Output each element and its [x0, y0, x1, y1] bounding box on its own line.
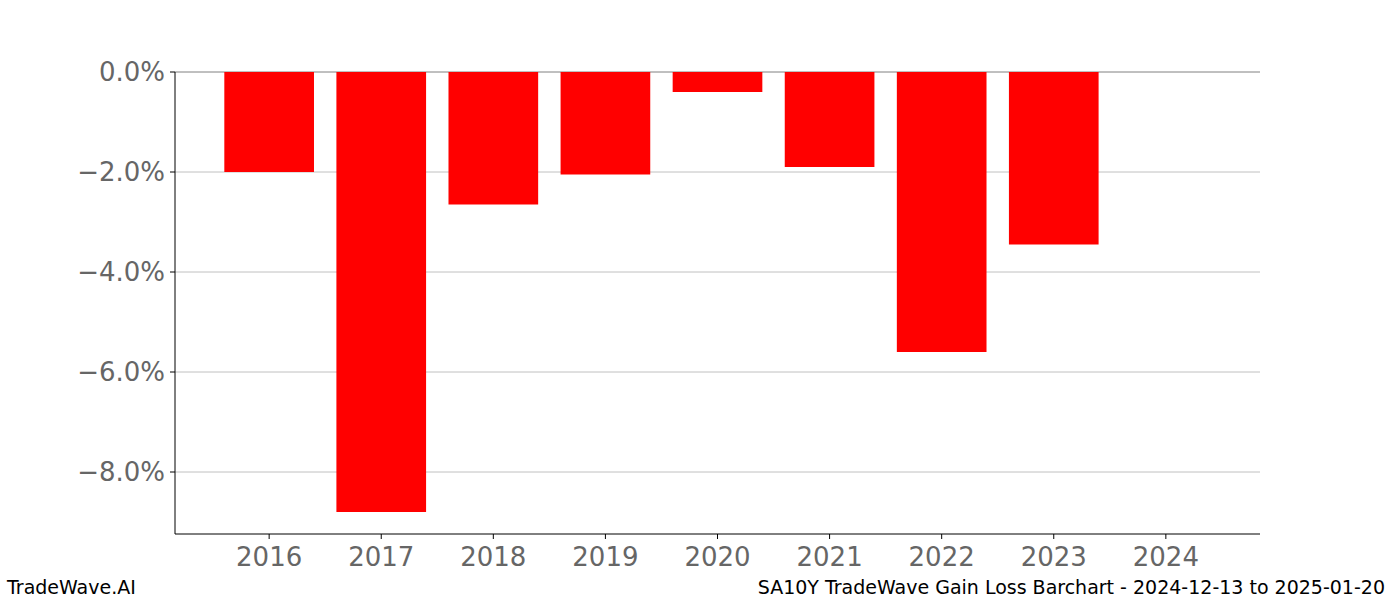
x-tick: [605, 534, 606, 539]
bar: [897, 72, 987, 352]
x-tick-label: 2024: [1133, 542, 1199, 572]
x-tick: [1053, 534, 1054, 539]
y-axis: [175, 72, 176, 534]
x-tick: [269, 534, 270, 539]
bars: [224, 72, 1098, 512]
x-tick-label: 2019: [572, 542, 638, 572]
y-tick-label: −4.0%: [77, 257, 165, 287]
x-tick: [493, 534, 494, 539]
x-tick: [717, 534, 718, 539]
y-tick: [170, 472, 175, 473]
x-tick-label: 2021: [797, 542, 863, 572]
bar: [673, 72, 763, 92]
x-tick-label: 2016: [236, 542, 302, 572]
x-tick: [381, 534, 382, 539]
bar: [1009, 72, 1099, 245]
bar: [561, 72, 651, 175]
title: SA10Y TradeWave Gain Loss Barchart - 202…: [758, 576, 1385, 598]
y-tick-label: −8.0%: [77, 457, 165, 487]
x-tick-label: 2023: [1021, 542, 1087, 572]
bar: [448, 72, 538, 205]
x-tick-label: 2018: [460, 542, 526, 572]
bar: [336, 72, 426, 512]
x-tick: [941, 534, 942, 539]
y-tick: [170, 272, 175, 273]
y-tick: [170, 372, 175, 373]
bar: [224, 72, 314, 172]
y-tick: [170, 72, 175, 73]
bar: [785, 72, 875, 167]
x-tick-label: 2017: [348, 542, 414, 572]
x-axis: [175, 534, 1260, 535]
y-tick-label: 0.0%: [99, 57, 165, 87]
x-tick-label: 2020: [684, 542, 750, 572]
x-tick-label: 2022: [909, 542, 975, 572]
x-tick: [829, 534, 830, 539]
y-tick: [170, 172, 175, 173]
y-tick-label: −6.0%: [77, 357, 165, 387]
watermark: TradeWave.AI: [6, 576, 136, 598]
y-tick-label: −2.0%: [77, 157, 165, 187]
chart: 0.0% −2.0% −4.0% −6.0% −8.0% 2016 2017 2018 2019…: [0, 0, 1400, 600]
x-tick: [1165, 534, 1166, 539]
